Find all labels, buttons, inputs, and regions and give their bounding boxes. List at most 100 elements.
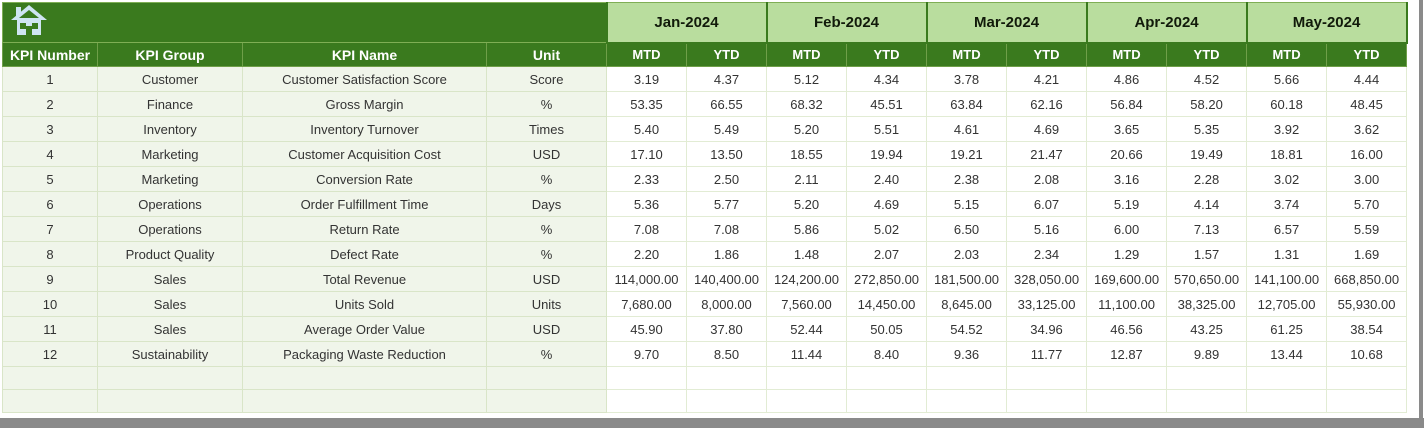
- value-cell[interactable]: 2.11: [766, 166, 847, 192]
- unit-cell[interactable]: %: [486, 341, 607, 367]
- empty-cell[interactable]: [686, 366, 767, 390]
- kpi-name-cell[interactable]: Total Revenue: [242, 266, 487, 292]
- value-cell[interactable]: 6.57: [1246, 216, 1328, 242]
- value-cell[interactable]: 14,450.00: [845, 291, 928, 317]
- empty-cell[interactable]: [766, 366, 847, 390]
- value-cell[interactable]: 4.69: [1006, 116, 1088, 142]
- value-cell[interactable]: 7.13: [1166, 216, 1248, 242]
- value-cell[interactable]: 124,200.00: [766, 266, 847, 292]
- value-cell[interactable]: 5.12: [766, 66, 847, 92]
- value-cell[interactable]: 9.70: [606, 341, 687, 367]
- value-cell[interactable]: 1.48: [766, 241, 847, 267]
- empty-cell[interactable]: [242, 389, 487, 413]
- value-cell[interactable]: 114,000.00: [606, 266, 687, 292]
- value-cell[interactable]: 5.20: [766, 191, 847, 217]
- value-cell[interactable]: 45.51: [845, 91, 928, 117]
- kpi-number-cell[interactable]: 7: [2, 216, 98, 242]
- value-cell[interactable]: 61.25: [1246, 316, 1328, 342]
- value-cell[interactable]: 13.50: [686, 141, 767, 167]
- kpi-name-cell[interactable]: Customer Acquisition Cost: [242, 141, 487, 167]
- value-cell[interactable]: 4.69: [845, 191, 928, 217]
- empty-cell[interactable]: [926, 389, 1008, 413]
- empty-cell[interactable]: [1326, 389, 1408, 413]
- value-cell[interactable]: 8,645.00: [926, 291, 1008, 317]
- value-cell[interactable]: 18.81: [1246, 141, 1328, 167]
- unit-cell[interactable]: Score: [486, 66, 607, 92]
- empty-cell[interactable]: [1166, 389, 1248, 413]
- kpi-group-cell[interactable]: Sales: [97, 291, 243, 317]
- value-cell[interactable]: 19.49: [1166, 141, 1248, 167]
- value-cell[interactable]: 5.16: [1006, 216, 1088, 242]
- value-cell[interactable]: 2.03: [926, 241, 1008, 267]
- empty-cell[interactable]: [2, 366, 98, 390]
- unit-cell[interactable]: %: [486, 91, 607, 117]
- value-cell[interactable]: 53.35: [606, 91, 687, 117]
- value-cell[interactable]: 17.10: [606, 141, 687, 167]
- value-cell[interactable]: 6.07: [1006, 191, 1088, 217]
- value-cell[interactable]: 328,050.00: [1006, 266, 1088, 292]
- value-cell[interactable]: 3.19: [606, 66, 687, 92]
- empty-cell[interactable]: [766, 389, 847, 413]
- empty-cell[interactable]: [1006, 366, 1088, 390]
- unit-cell[interactable]: %: [486, 166, 607, 192]
- kpi-number-cell[interactable]: 4: [2, 141, 98, 167]
- kpi-group-cell[interactable]: Inventory: [97, 116, 243, 142]
- unit-cell[interactable]: Days: [486, 191, 607, 217]
- empty-cell[interactable]: [1326, 366, 1408, 390]
- empty-cell[interactable]: [845, 366, 928, 390]
- value-cell[interactable]: 7.08: [606, 216, 687, 242]
- value-cell[interactable]: 8,000.00: [686, 291, 767, 317]
- empty-cell[interactable]: [606, 389, 687, 413]
- empty-cell[interactable]: [486, 366, 607, 390]
- value-cell[interactable]: 1.31: [1246, 241, 1328, 267]
- empty-cell[interactable]: [2, 389, 98, 413]
- kpi-group-cell[interactable]: Operations: [97, 191, 243, 217]
- value-cell[interactable]: 4.61: [926, 116, 1008, 142]
- value-cell[interactable]: 5.20: [766, 116, 847, 142]
- value-cell[interactable]: 2.38: [926, 166, 1008, 192]
- value-cell[interactable]: 5.02: [845, 216, 928, 242]
- value-cell[interactable]: 1.86: [686, 241, 767, 267]
- kpi-group-cell[interactable]: Marketing: [97, 141, 243, 167]
- kpi-number-cell[interactable]: 11: [2, 316, 98, 342]
- kpi-number-cell[interactable]: 3: [2, 116, 98, 142]
- value-cell[interactable]: 11.77: [1006, 341, 1088, 367]
- value-cell[interactable]: 5.35: [1166, 116, 1248, 142]
- kpi-group-cell[interactable]: Sales: [97, 316, 243, 342]
- value-cell[interactable]: 3.62: [1326, 116, 1408, 142]
- value-cell[interactable]: 4.86: [1086, 66, 1168, 92]
- value-cell[interactable]: 11.44: [766, 341, 847, 367]
- kpi-name-cell[interactable]: Units Sold: [242, 291, 487, 317]
- value-cell[interactable]: 2.50: [686, 166, 767, 192]
- empty-cell[interactable]: [1246, 389, 1328, 413]
- value-cell[interactable]: 46.56: [1086, 316, 1168, 342]
- value-cell[interactable]: 4.34: [845, 66, 928, 92]
- value-cell[interactable]: 9.36: [926, 341, 1008, 367]
- value-cell[interactable]: 181,500.00: [926, 266, 1008, 292]
- value-cell[interactable]: 5.77: [686, 191, 767, 217]
- unit-cell[interactable]: %: [486, 241, 607, 267]
- value-cell[interactable]: 18.55: [766, 141, 847, 167]
- value-cell[interactable]: 66.55: [686, 91, 767, 117]
- value-cell[interactable]: 52.44: [766, 316, 847, 342]
- kpi-number-cell[interactable]: 8: [2, 241, 98, 267]
- value-cell[interactable]: 68.32: [766, 91, 847, 117]
- value-cell[interactable]: 7,680.00: [606, 291, 687, 317]
- value-cell[interactable]: 4.14: [1166, 191, 1248, 217]
- value-cell[interactable]: 3.16: [1086, 166, 1168, 192]
- value-cell[interactable]: 5.86: [766, 216, 847, 242]
- value-cell[interactable]: 33,125.00: [1006, 291, 1088, 317]
- value-cell[interactable]: 45.90: [606, 316, 687, 342]
- value-cell[interactable]: 4.21: [1006, 66, 1088, 92]
- kpi-group-cell[interactable]: Finance: [97, 91, 243, 117]
- kpi-name-cell[interactable]: Order Fulfillment Time: [242, 191, 487, 217]
- unit-cell[interactable]: USD: [486, 141, 607, 167]
- kpi-name-cell[interactable]: Inventory Turnover: [242, 116, 487, 142]
- value-cell[interactable]: 2.07: [845, 241, 928, 267]
- value-cell[interactable]: 2.34: [1006, 241, 1088, 267]
- value-cell[interactable]: 5.36: [606, 191, 687, 217]
- value-cell[interactable]: 2.20: [606, 241, 687, 267]
- value-cell[interactable]: 4.37: [686, 66, 767, 92]
- empty-cell[interactable]: [845, 389, 928, 413]
- value-cell[interactable]: 19.21: [926, 141, 1008, 167]
